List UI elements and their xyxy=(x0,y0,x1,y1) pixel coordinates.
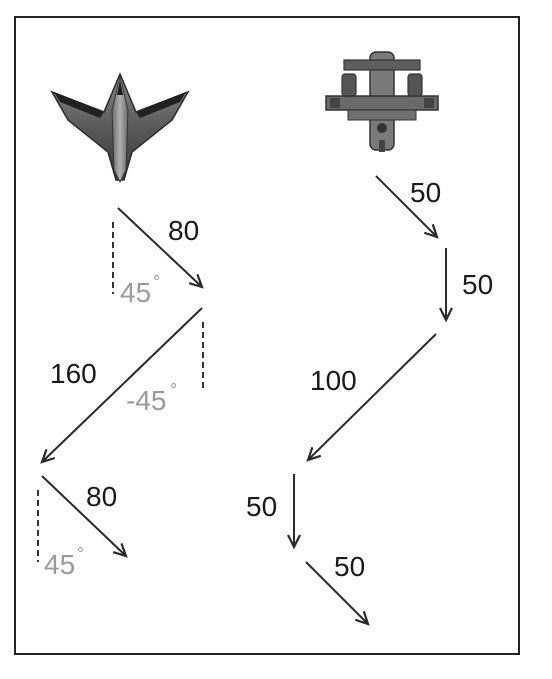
degree-symbol: ° xyxy=(77,544,84,564)
left-segment-3-angle: 45 ° xyxy=(44,544,84,580)
left-segment-1-angle: 45 ° xyxy=(120,272,160,308)
left-segment-3-angle-value: 45 xyxy=(44,549,75,580)
left-segment-1-distance: 80 xyxy=(168,215,199,246)
right-segment-5-arrow xyxy=(305,561,370,626)
degree-symbol: ° xyxy=(153,272,160,292)
right-segment-4-distance: 50 xyxy=(246,491,277,522)
left-segment-3-distance: 80 xyxy=(86,481,117,512)
attack-jet-icon xyxy=(325,51,439,152)
left-segment-2-angle: -45 ° xyxy=(126,380,177,416)
right-segment-1-distance: 50 xyxy=(410,177,441,208)
degree-symbol: ° xyxy=(170,380,177,400)
left-segment-1-arrow xyxy=(117,207,204,289)
flying-wing-jet-icon xyxy=(50,72,190,184)
left-segment-2-distance: 160 xyxy=(50,358,97,389)
right-segment-3-distance: 100 xyxy=(310,365,357,396)
right-segment-2-distance: 50 xyxy=(462,269,493,300)
right-segment-1-arrow xyxy=(375,175,439,239)
right-segment-3-arrow xyxy=(306,333,437,462)
left-segment-3-arrow xyxy=(41,475,128,558)
left-segment-2-angle-value: -45 xyxy=(126,385,166,416)
left-segment-2-arrow xyxy=(40,307,203,464)
right-segment-5-distance: 50 xyxy=(334,551,365,582)
left-segment-1-angle-value: 45 xyxy=(120,277,151,308)
